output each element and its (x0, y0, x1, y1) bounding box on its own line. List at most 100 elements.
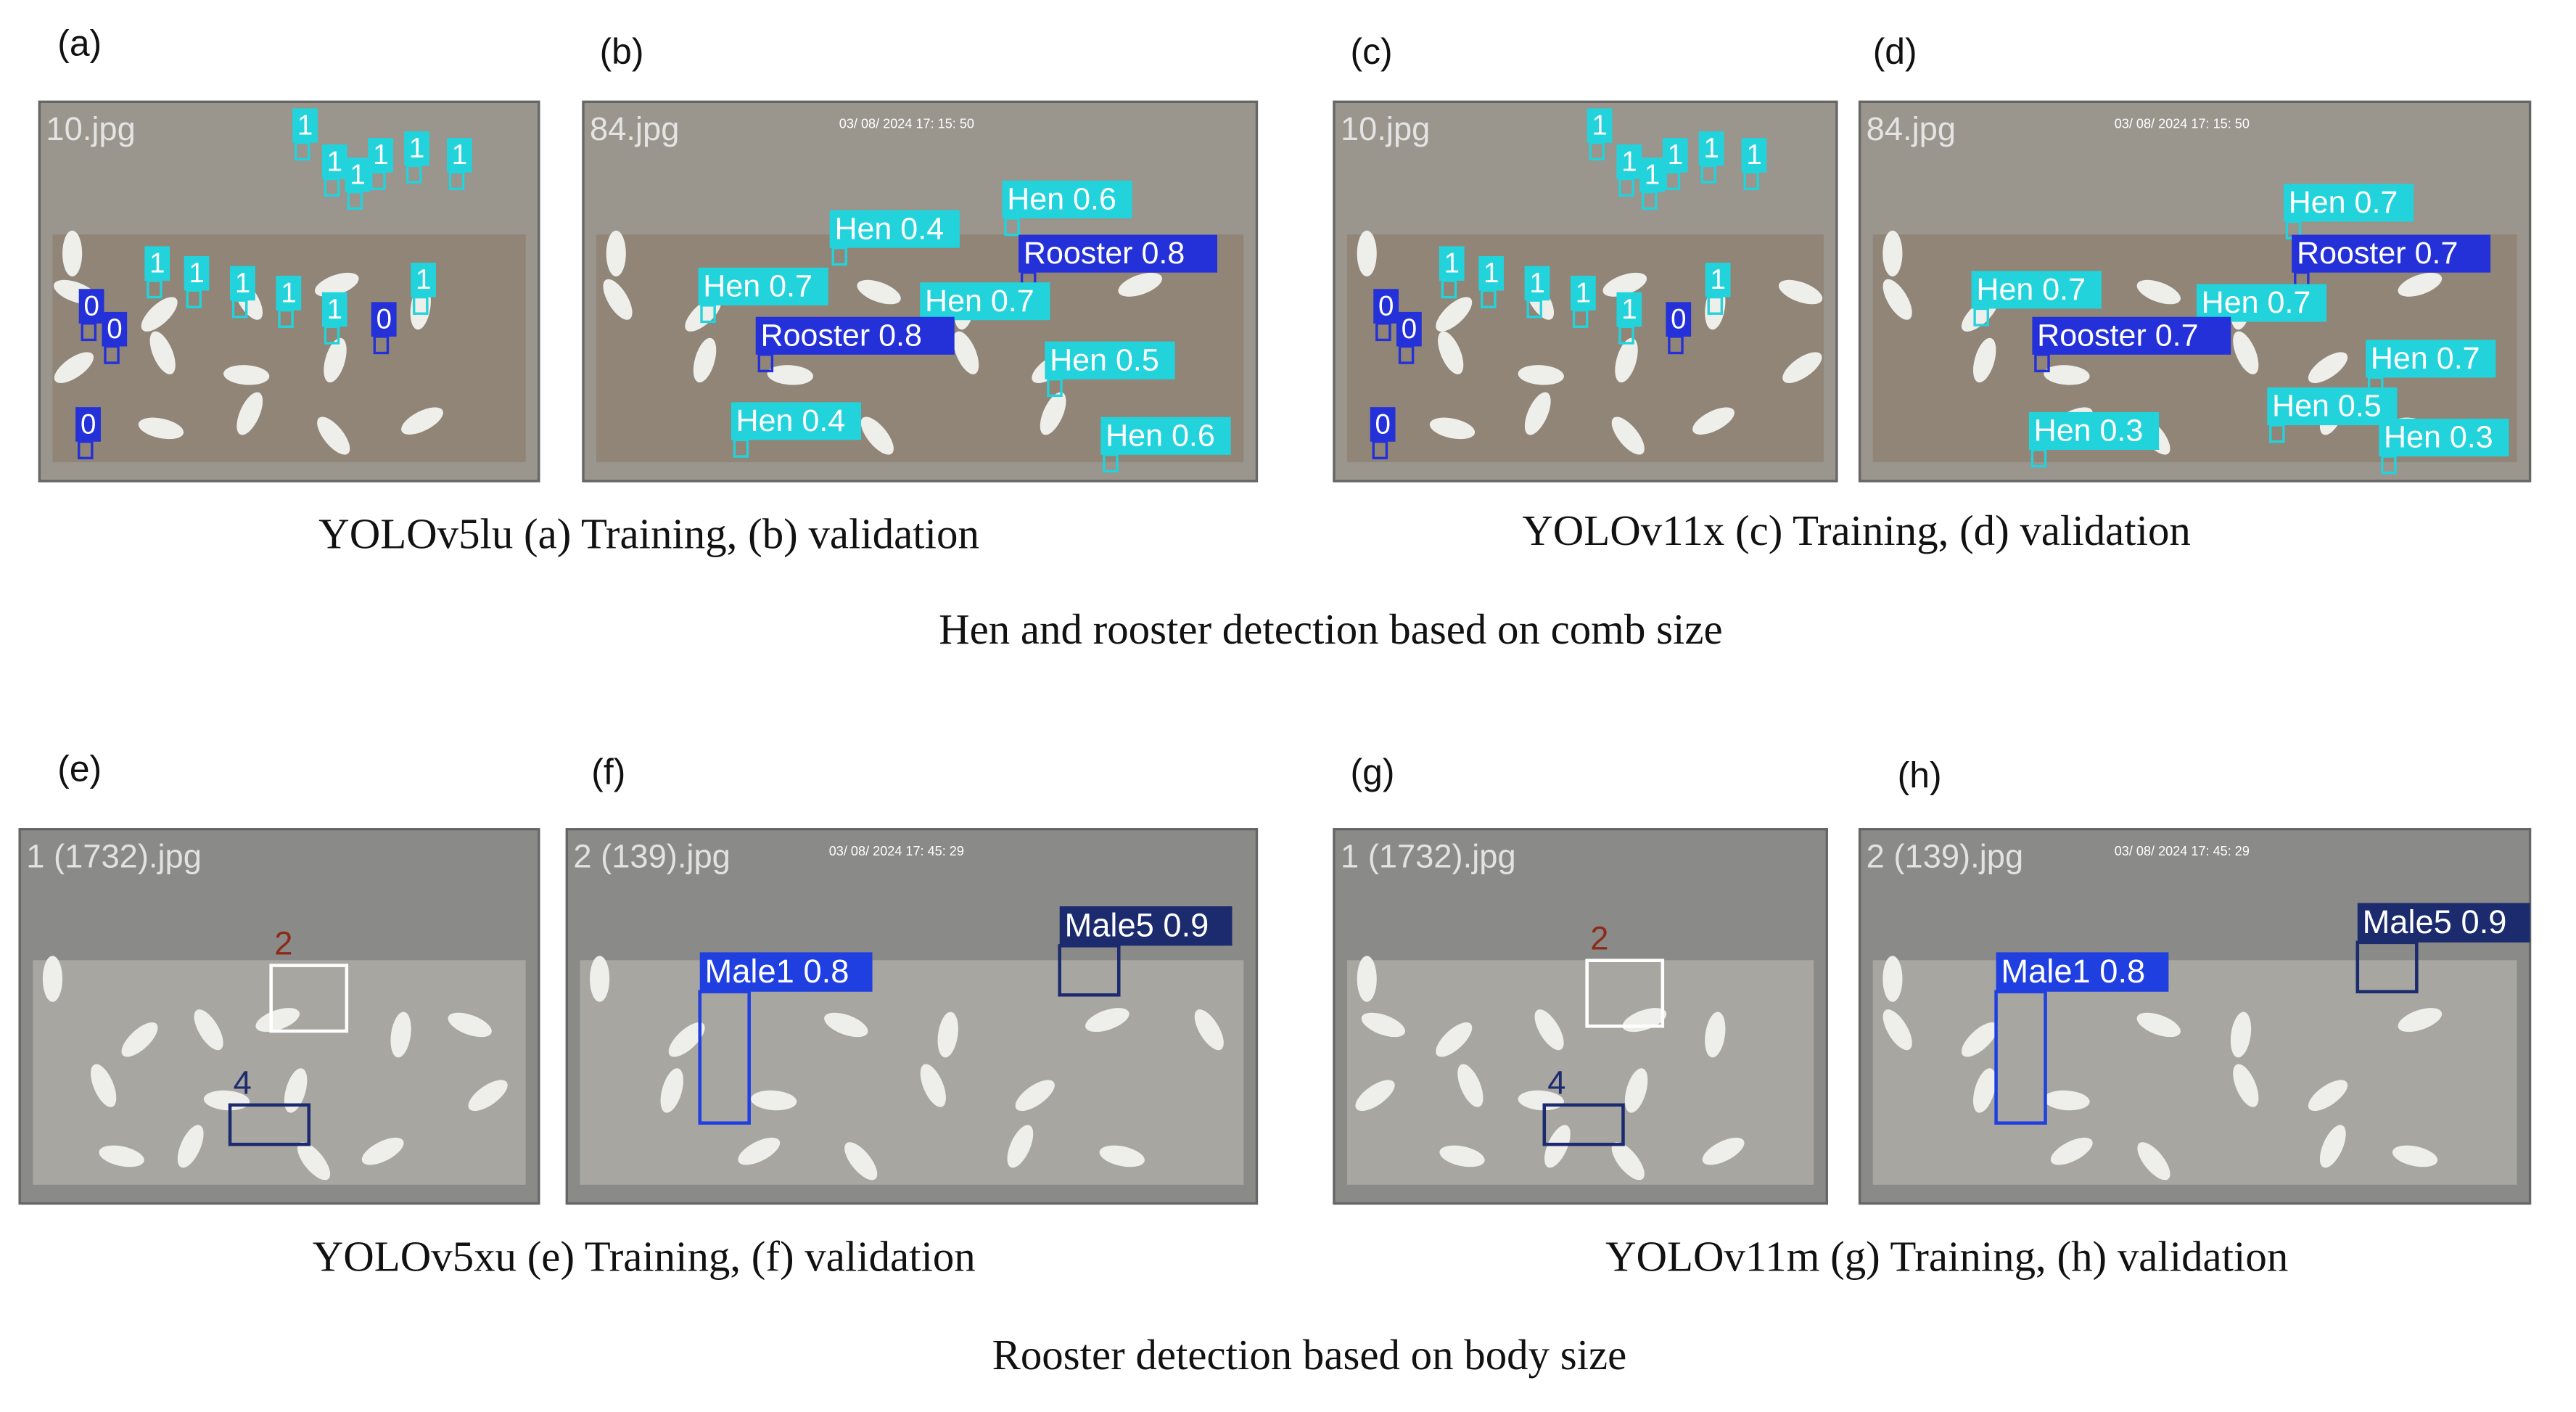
detection-label: Hen 0.7 (2289, 185, 2398, 220)
detection-label: Male1 0.8 (705, 953, 849, 990)
chicken (149, 331, 176, 374)
chicken (1961, 1022, 1998, 1057)
chicken (1882, 956, 1903, 1002)
photo-floor (1347, 960, 1814, 1185)
bbox (733, 438, 749, 458)
detection-tag (1741, 138, 1767, 173)
bbox (1526, 299, 1542, 319)
detection-label: Rooster 0.7 (2037, 318, 2198, 353)
chicken (390, 1011, 411, 1058)
panel: 1 (1732).jpg 2 4 (1333, 828, 1829, 1205)
chicken (2230, 1011, 2252, 1058)
detection-label: 0 (107, 313, 122, 345)
detection-label: 2 (274, 924, 292, 961)
detection-tag (276, 276, 302, 311)
detection-tag (2366, 340, 2496, 378)
chicken (1524, 392, 1551, 435)
detection-label: 4 (1547, 1064, 1565, 1101)
chicken (2044, 365, 2090, 385)
bbox (147, 279, 162, 299)
detection-tag (699, 952, 873, 992)
bbox (1441, 279, 1457, 299)
file-name: 84.jpg (590, 110, 679, 147)
detection-tag (321, 292, 347, 327)
caption: YOLOv11m (g) Training, (h) validation (1605, 1233, 2288, 1280)
chicken (2136, 279, 2181, 305)
detection-tag (1100, 416, 1231, 455)
detection-label: Hen 0.4 (834, 211, 944, 246)
panel: 2 (139).jpg 03/ 08/ 2024 17: 45: 29 Male1 … (1858, 828, 2532, 1205)
chicken (255, 1008, 300, 1033)
chicken (2233, 1064, 2259, 1107)
chicken (1436, 1022, 1473, 1057)
bbox (1664, 171, 1681, 190)
bbox (1973, 307, 1989, 327)
chicken (1357, 230, 1377, 277)
detection-tag (2028, 411, 2160, 451)
bbox (278, 308, 294, 328)
detection-tag (1019, 234, 1218, 273)
detection-tag (1478, 255, 1504, 291)
chicken (1778, 279, 1823, 305)
bbox (1589, 141, 1605, 161)
caption: Hen and rooster detection based on comb … (939, 606, 1723, 653)
chicken (2050, 1137, 2093, 1165)
bbox (1585, 959, 1665, 1028)
detection-label: 1 (149, 248, 165, 279)
chicken (297, 1142, 331, 1181)
detection-label: 1 (327, 294, 342, 325)
detection-tag (1698, 131, 1724, 166)
detection-tag (2196, 284, 2327, 322)
chicken (1782, 352, 1822, 383)
chicken (138, 417, 184, 440)
detection-label: Hen 0.3 (2034, 414, 2144, 448)
detection-label: Rooster 0.8 (1024, 236, 1185, 271)
detection-tag (371, 302, 397, 337)
detection-tag (731, 402, 862, 440)
bbox (324, 177, 340, 197)
bbox (406, 164, 422, 184)
bbox (698, 990, 751, 1125)
detection-label: Hen 0.7 (703, 268, 812, 303)
bbox (1618, 325, 1634, 345)
panel-label: (f) (591, 752, 625, 792)
chicken (54, 352, 94, 383)
detection-label: Male5 0.9 (2363, 903, 2507, 940)
detection-label: Hen 0.7 (2202, 285, 2311, 320)
bbox (347, 191, 363, 210)
chicken (1015, 1080, 1055, 1112)
detection-label: 1 (1668, 139, 1683, 171)
timestamp: 03/ 08/ 2024 17: 45: 29 (829, 844, 964, 858)
caption: YOLOv5lu (a) Training, (b) validation (318, 511, 979, 558)
detection-tag (292, 108, 318, 143)
detection-tag (2292, 234, 2491, 273)
chicken (1702, 1137, 1745, 1165)
bbox (1375, 322, 1391, 342)
bbox (81, 322, 97, 342)
chicken (1118, 272, 1162, 297)
bbox (104, 345, 120, 364)
bbox (1994, 990, 2047, 1125)
detection-tag (1639, 157, 1665, 192)
chicken (1457, 1064, 1484, 1107)
file-name: 1 (1732).jpg (1341, 837, 1516, 874)
detection-tag (1373, 289, 1399, 324)
detection-tag (2032, 316, 2231, 355)
panel: 84.jpg 03/ 08/ 2024 17: 15: 50 Hen 0.6 Hen … (582, 100, 1259, 483)
detection-label: 1 (1703, 133, 1719, 164)
bbox (1707, 295, 1724, 315)
detection-label: Hen 0.5 (2272, 389, 2382, 424)
chicken (314, 272, 359, 297)
chicken (121, 1022, 158, 1057)
detection-tag (1396, 311, 1422, 347)
detection-label: 1 (1746, 139, 1761, 171)
file-name: 84.jpg (1867, 110, 1956, 147)
bbox (231, 299, 248, 319)
chicken (99, 1145, 144, 1167)
bbox (2355, 940, 2419, 993)
chicken (62, 230, 83, 277)
caption: YOLOv5xu (e) Training, (f) validation (313, 1233, 976, 1280)
detection-tag (184, 255, 210, 291)
chicken (1438, 331, 1464, 374)
